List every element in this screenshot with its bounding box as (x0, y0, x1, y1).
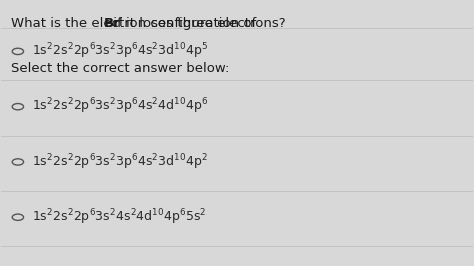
Text: 1s$^{2}$2s$^{2}$2p$^{6}$3s$^{2}$4s$^{2}$4d$^{10}$4p$^{6}$5s$^{2}$: 1s$^{2}$2s$^{2}$2p$^{6}$3s$^{2}$4s$^{2}$… (32, 207, 207, 227)
Text: Select the correct answer below:: Select the correct answer below: (11, 62, 229, 75)
Text: Br: Br (104, 17, 121, 30)
Text: if it loses three electrons?: if it loses three electrons? (109, 17, 285, 30)
Text: 1s$^{2}$2s$^{2}$2p$^{6}$3s$^{2}$3p$^{6}$4s$^{2}$3d$^{10}$4p$^{5}$: 1s$^{2}$2s$^{2}$2p$^{6}$3s$^{2}$3p$^{6}$… (32, 41, 208, 61)
Text: 1s$^{2}$2s$^{2}$2p$^{6}$3s$^{2}$3p$^{6}$4s$^{2}$4d$^{10}$4p$^{6}$: 1s$^{2}$2s$^{2}$2p$^{6}$3s$^{2}$3p$^{6}$… (32, 97, 209, 117)
Text: 1s$^{2}$2s$^{2}$2p$^{6}$3s$^{2}$3p$^{6}$4s$^{2}$3d$^{10}$4p$^{2}$: 1s$^{2}$2s$^{2}$2p$^{6}$3s$^{2}$3p$^{6}$… (32, 152, 208, 172)
Text: What is the electron configuration of: What is the electron configuration of (11, 17, 260, 30)
